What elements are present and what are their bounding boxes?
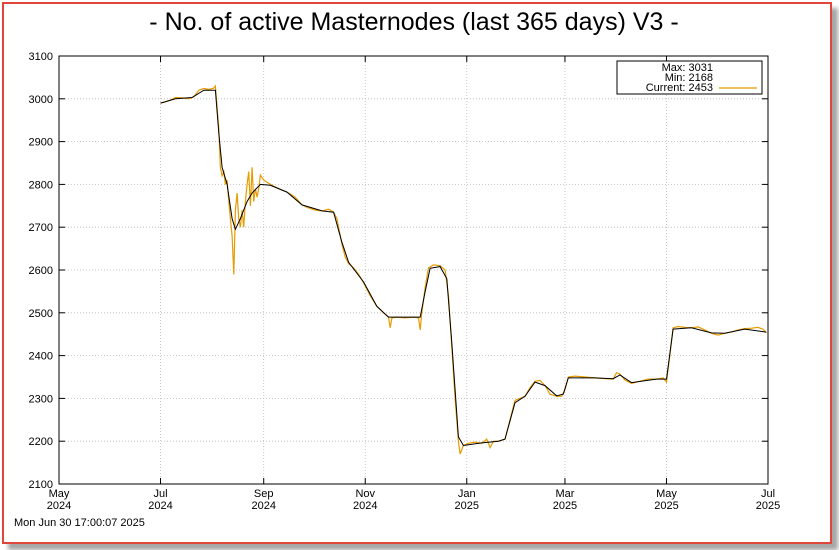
legend-box bbox=[616, 60, 763, 95]
legend: Max: 3031 Min: 2168 Current: 2453 bbox=[616, 60, 763, 95]
tick-label-x-year: 2025 bbox=[756, 500, 780, 512]
tick-label-x-year: 2024 bbox=[148, 500, 172, 512]
tick-label-x-month: Sep bbox=[254, 488, 274, 500]
tick-label-y: 2700 bbox=[29, 222, 53, 234]
tick-label-x-month: May bbox=[49, 488, 70, 500]
tick-label-y: 2300 bbox=[29, 393, 53, 405]
legend-min: Min: 2168 bbox=[665, 72, 713, 84]
legend-max: Max: 3031 bbox=[662, 62, 713, 74]
grid-lines bbox=[59, 56, 768, 484]
axis-ticks: 2100 2200 2300 2400 2500 2600 2700 2800 2900 3000… bbox=[29, 51, 781, 512]
tick-label-x-year: 2025 bbox=[553, 500, 577, 512]
chart-title: - No. of active Masternodes (last 365 da… bbox=[149, 8, 678, 36]
tick-label-x-month: Jan bbox=[458, 488, 476, 500]
tick-label-x-month: Nov bbox=[355, 488, 375, 500]
tick-label-x-month: Jul bbox=[761, 488, 775, 500]
timestamp-footer: Mon Jun 30 17:00:07 2025 bbox=[14, 517, 145, 529]
tick-label-y: 2600 bbox=[29, 265, 53, 277]
tick-label-x-year: 2025 bbox=[455, 500, 479, 512]
tick-label-x-year: 2025 bbox=[654, 500, 678, 512]
tick-label-x-month: Jul bbox=[153, 488, 167, 500]
tick-label-x-year: 2024 bbox=[47, 500, 71, 512]
tick-label-y: 2900 bbox=[29, 137, 53, 149]
tick-label-x-month: May bbox=[656, 488, 677, 500]
tick-label-y: 2100 bbox=[29, 479, 53, 491]
tick-label-x-month: Mar bbox=[555, 488, 574, 500]
tick-label-y: 2500 bbox=[29, 308, 53, 320]
tick-label-y: 2200 bbox=[29, 436, 53, 448]
tick-label-y: 3100 bbox=[29, 51, 53, 63]
tick-label-y: 3000 bbox=[29, 94, 53, 106]
tick-label-x-year: 2024 bbox=[353, 500, 377, 512]
legend-current: Current: 2453 bbox=[646, 82, 713, 94]
series-layer bbox=[160, 84, 767, 455]
tick-label-y: 2400 bbox=[29, 351, 53, 363]
tick-label-x-year: 2024 bbox=[251, 500, 275, 512]
series-line-smoothed bbox=[160, 89, 767, 447]
tick-label-y: 2800 bbox=[29, 179, 53, 191]
